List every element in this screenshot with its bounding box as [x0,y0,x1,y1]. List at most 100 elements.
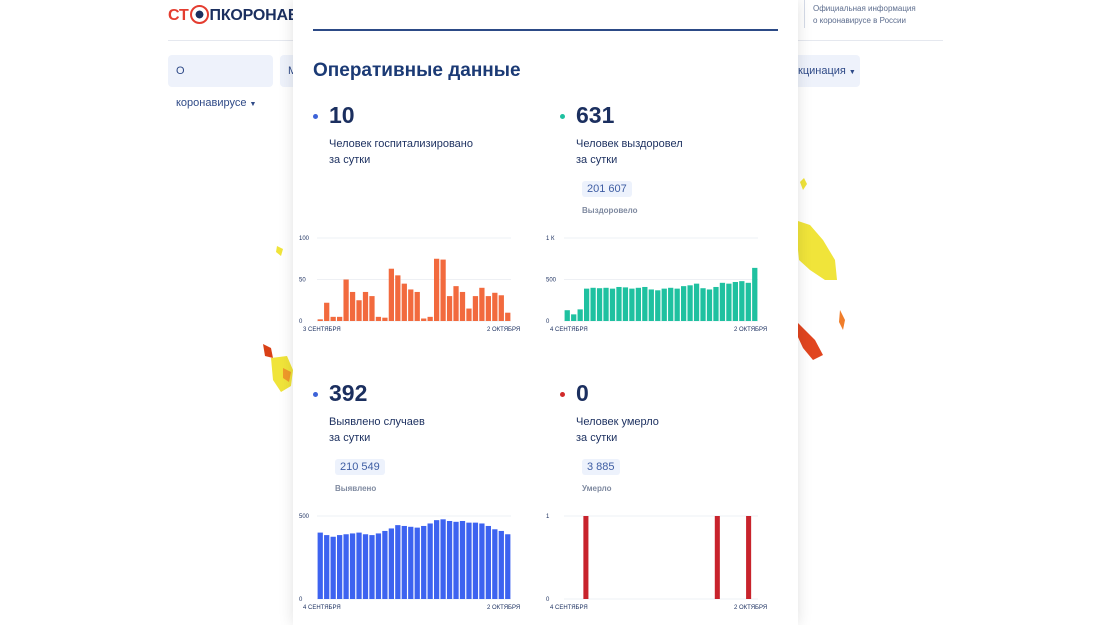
y-tick-label: 0 [546,597,550,603]
stat-dot [313,114,318,119]
recovered-bar-chart: 1 К 500 04 СЕНТЯБРЯ 2 ОКТЯБРЯ [546,236,767,333]
chart-bar [317,532,323,599]
chart-bar [375,533,382,599]
chart-bar [648,289,654,321]
chart-bar [596,288,603,321]
chart-bar [421,318,427,321]
chart-bar [714,516,720,599]
nav-about-coronavirus[interactable]: О коронавирусе ▼ [168,55,273,109]
chart-bar [498,530,504,599]
chart-bar [746,516,752,599]
chart-bar [408,526,414,599]
stat-value: 10 [329,102,355,128]
desc-line-2: за сутки [329,432,371,444]
chart-bar [603,287,609,321]
chart-bar [584,288,590,321]
chart-bar [668,287,674,321]
x-end-label: 2 ОКТЯБРЯ [734,605,767,611]
chart-bar [635,287,641,321]
chart-bar [427,523,433,599]
operational-data-modal: Оперативные данные 10 Человек госпитализ… [293,0,798,625]
site-logo[interactable]: СТ ПКОРОНАВ [168,5,299,25]
russia-map-fragment-west [263,246,293,392]
y-tick-label: 1 К [546,236,555,242]
chart-bar [485,296,491,321]
stat-total-label: Умерло [582,484,612,493]
y-tick-label: 100 [299,236,310,242]
chart-bar [505,534,511,599]
chart-bar [687,285,693,321]
y-tick-label: 50 [299,278,306,284]
chart-bar [571,314,577,321]
stat-hospitalized: 10 Человек госпитализировано за сутки [313,102,533,222]
y-tick-label: 0 [299,319,303,325]
chart-bar [343,279,349,321]
x-end-label: 2 ОКТЯБРЯ [487,327,520,333]
chart-bar [349,533,356,599]
chart-bar [564,310,570,321]
stat-value: 631 [576,102,615,128]
desc-line-2: за сутки [576,432,618,444]
chart-detected: 500 0 4 СЕНТЯБРЯ 2 ОКТЯБРЯ [299,508,520,618]
chart-bar [479,523,485,599]
modal-top-divider [313,29,778,31]
desc-line-1: Человек госпитализировано [329,138,473,150]
info-line-2: о коронавирусе в России [813,16,906,25]
chart-bar [362,534,369,599]
nav-label: кцинация [798,65,846,77]
logo-text-end: ПКОРОНАВ [209,7,300,24]
stat-description: Выявлено случаев за сутки [329,414,509,446]
chart-bar [622,287,629,321]
chart-bar [752,267,758,321]
info-line-1: Официальная информация [813,4,916,13]
chart-bar [427,316,433,321]
chart-bar [732,281,738,321]
chart-bar [459,291,466,321]
stat-description: Человек умерло за сутки [576,414,756,446]
y-tick-label: 500 [546,278,557,284]
stat-total-label: Выявлено [335,484,377,493]
chart-bar [382,317,388,321]
stat-total-badge: 3 885 [582,459,620,475]
chart-bar [356,532,362,599]
chart-bar [446,296,453,321]
chart-bar [674,288,680,321]
hospitalized-bar-chart: 100 50 03 СЕНТЯБРЯ 2 ОКТЯБРЯ [299,236,520,333]
chevron-down-icon: ▼ [848,69,856,76]
stat-total-badge: 201 607 [582,181,632,197]
chart-bar [375,316,382,321]
chart-bar [317,319,323,321]
stat-recovered: 631 Человек выздоровел за сутки 201 607 … [560,102,780,222]
x-start-label: 3 СЕНТЯБРЯ [303,327,341,333]
chart-bar [330,536,336,599]
y-tick-label: 500 [299,514,310,520]
chart-bar [739,281,745,321]
chart-bar [466,308,472,321]
chart-bar [492,292,498,321]
modal-title: Оперативные данные [313,60,521,81]
stat-value: 0 [576,380,589,406]
nav-label: О коронавирусе [176,65,247,109]
chart-bar [395,525,401,599]
russia-map-fragment [795,178,845,360]
chart-bar [324,535,330,599]
desc-line-1: Человек умерло [576,416,659,428]
site-header: СТ ПКОРОНАВ Официальная информация о коро… [0,0,1112,40]
chart-bar [362,291,369,321]
x-start-label: 4 СЕНТЯБРЯ [303,605,341,611]
chart-bar [330,316,336,321]
desc-line-1: Человек выздоровел [576,138,683,150]
chart-bar [337,316,343,321]
stat-dot [560,114,565,119]
chevron-down-icon: ▼ [249,101,257,108]
stat-value: 392 [329,380,368,406]
stat-total-label: Выздоровело [582,206,638,215]
y-tick-label: 0 [546,319,550,325]
chart-bar [388,268,394,321]
died-bar-chart: 1 04 СЕНТЯБРЯ 2 ОКТЯБРЯ [546,514,767,611]
chart-bar [609,288,616,321]
chart-bar [453,521,459,599]
chart-bar [681,286,687,321]
chart-bar [498,295,504,321]
chart-bar [440,519,446,599]
